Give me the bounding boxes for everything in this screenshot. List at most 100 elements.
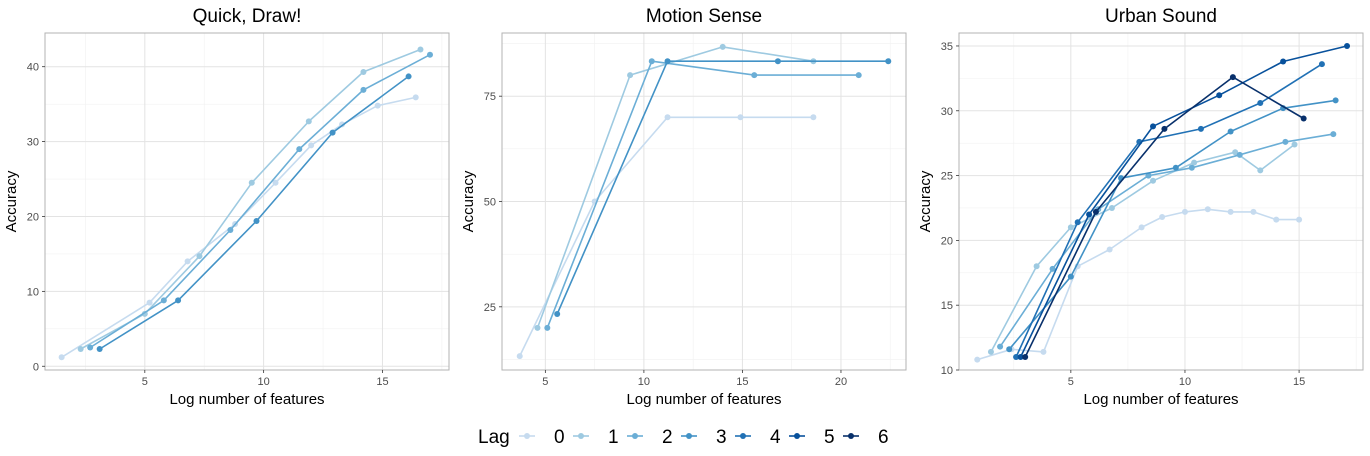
data-point-lag-1 bbox=[1232, 149, 1239, 156]
data-point-lag-0 bbox=[1273, 216, 1280, 223]
legend-point-swatch bbox=[794, 433, 800, 439]
data-point-lag-3 bbox=[885, 58, 892, 65]
data-point-lag-0 bbox=[737, 114, 744, 121]
data-point-lag-1 bbox=[305, 118, 312, 125]
data-point-lag-3 bbox=[175, 297, 182, 304]
series-line-lag-5 bbox=[1019, 45, 1348, 358]
data-point-lag-6 bbox=[1229, 74, 1236, 81]
data-point-lag-4 bbox=[1257, 99, 1264, 106]
data-point-lag-1 bbox=[1150, 177, 1157, 184]
legend-item-lag-2: 2 bbox=[627, 427, 673, 448]
data-point-lag-5 bbox=[1216, 92, 1223, 99]
legend-point-swatch bbox=[686, 433, 692, 439]
data-point-lag-0 bbox=[1227, 208, 1234, 215]
data-point-lag-1 bbox=[1108, 204, 1115, 211]
data-point-lag-4 bbox=[1074, 219, 1081, 226]
x-tick-label: 10 bbox=[1179, 376, 1191, 388]
legend-item-lag-5: 5 bbox=[789, 427, 835, 448]
legend-point-swatch bbox=[632, 433, 638, 439]
data-point-lag-1 bbox=[1033, 263, 1040, 270]
data-point-lag-2 bbox=[160, 297, 167, 304]
data-point-lag-2 bbox=[1236, 151, 1243, 158]
data-point-lag-1 bbox=[1291, 141, 1298, 148]
data-point-lag-3 bbox=[1172, 164, 1179, 171]
data-point-lag-3 bbox=[1227, 128, 1234, 135]
data-point-lag-3 bbox=[1332, 97, 1339, 104]
data-point-lag-0 bbox=[1204, 206, 1211, 213]
data-point-lag-6 bbox=[1300, 115, 1307, 122]
legend-item-lag-3: 3 bbox=[681, 427, 727, 448]
x-axis-title: Log number of features bbox=[626, 391, 781, 408]
data-point-lag-0 bbox=[974, 356, 981, 363]
y-tick-label: 15 bbox=[941, 300, 953, 312]
data-point-lag-0 bbox=[1106, 246, 1113, 253]
x-axis-title: Log number of features bbox=[169, 391, 324, 408]
data-point-lag-4 bbox=[1318, 61, 1325, 68]
y-tick-label: 25 bbox=[941, 171, 953, 183]
chart-panel-2: 5 10 15 10 15 20 25 30 35 Urban Sound Log number o… bbox=[917, 6, 1364, 408]
y-tick-label: 10 bbox=[27, 286, 39, 298]
data-point-lag-2 bbox=[1330, 131, 1337, 138]
data-point-lag-0 bbox=[374, 102, 381, 109]
chart-panel-1: 5 10 15 20 25 50 75 Motion Sense Log number of f… bbox=[460, 6, 907, 408]
data-point-lag-0 bbox=[1250, 208, 1257, 215]
data-point-lag-2 bbox=[544, 324, 551, 331]
data-point-lag-0 bbox=[1138, 224, 1145, 231]
data-point-lag-2 bbox=[426, 51, 433, 58]
data-point-lag-1 bbox=[719, 43, 726, 50]
y-axis-title: Accuracy bbox=[460, 170, 477, 232]
y-tick-label: 30 bbox=[27, 137, 39, 149]
data-point-lag-3 bbox=[774, 58, 781, 65]
series-line-lag-2 bbox=[89, 53, 431, 349]
data-point-lag-3 bbox=[1006, 346, 1013, 353]
data-point-lag-0 bbox=[184, 258, 191, 265]
x-tick-label: 15 bbox=[736, 376, 748, 388]
panels: 5 10 15 0 10 20 30 40 Quick, Draw! Log number of … bbox=[3, 6, 1364, 408]
legend-label: 5 bbox=[824, 427, 835, 448]
data-point-lag-0 bbox=[308, 142, 315, 149]
x-axis-title: Log number of features bbox=[1083, 391, 1238, 408]
y-axis-title: Accuracy bbox=[917, 170, 934, 232]
y-tick-label: 40 bbox=[27, 62, 39, 74]
x-tick-label: 5 bbox=[542, 376, 548, 388]
data-point-lag-4 bbox=[1197, 125, 1204, 132]
data-point-lag-6 bbox=[1022, 354, 1029, 361]
data-point-lag-5 bbox=[1280, 58, 1287, 65]
data-point-lag-2 bbox=[1049, 265, 1056, 272]
data-point-lag-2 bbox=[1188, 164, 1195, 171]
data-point-lag-0 bbox=[664, 114, 671, 121]
legend-label: 1 bbox=[608, 427, 619, 448]
legend-title: Lag bbox=[478, 427, 510, 448]
data-point-lag-2 bbox=[1282, 138, 1289, 145]
data-point-lag-2 bbox=[227, 226, 234, 233]
data-point-lag-3 bbox=[405, 73, 412, 80]
legend-item-lag-1: 1 bbox=[573, 427, 619, 448]
data-point-lag-5 bbox=[1344, 42, 1351, 49]
y-tick-label: 75 bbox=[484, 91, 496, 103]
data-point-lag-0 bbox=[516, 353, 523, 360]
y-axis-title: Accuracy bbox=[3, 170, 20, 232]
data-point-lag-0 bbox=[1181, 208, 1188, 215]
x-tick-label: 15 bbox=[1293, 376, 1305, 388]
x-tick-label: 10 bbox=[638, 376, 650, 388]
y-tick-label: 30 bbox=[941, 106, 953, 118]
data-point-lag-3 bbox=[253, 217, 260, 224]
legend-label: 4 bbox=[770, 427, 781, 448]
data-point-lag-1 bbox=[417, 46, 424, 53]
y-tick-label: 0 bbox=[33, 361, 39, 373]
legend-label: 0 bbox=[554, 427, 565, 448]
legend-point-swatch bbox=[848, 433, 854, 439]
data-point-lag-5 bbox=[1086, 211, 1093, 218]
panel-title: Motion Sense bbox=[646, 6, 762, 27]
legend-item-lag-4: 4 bbox=[735, 427, 781, 448]
panel-title: Quick, Draw! bbox=[193, 6, 302, 27]
data-point-lag-1 bbox=[1257, 167, 1264, 174]
data-point-lag-2 bbox=[87, 344, 94, 351]
x-tick-label: 5 bbox=[1068, 376, 1074, 388]
data-point-lag-0 bbox=[810, 114, 817, 121]
legend-point-swatch bbox=[578, 433, 584, 439]
plot-border bbox=[44, 32, 450, 371]
data-point-lag-2 bbox=[296, 146, 303, 153]
legend-point-swatch bbox=[524, 433, 530, 439]
